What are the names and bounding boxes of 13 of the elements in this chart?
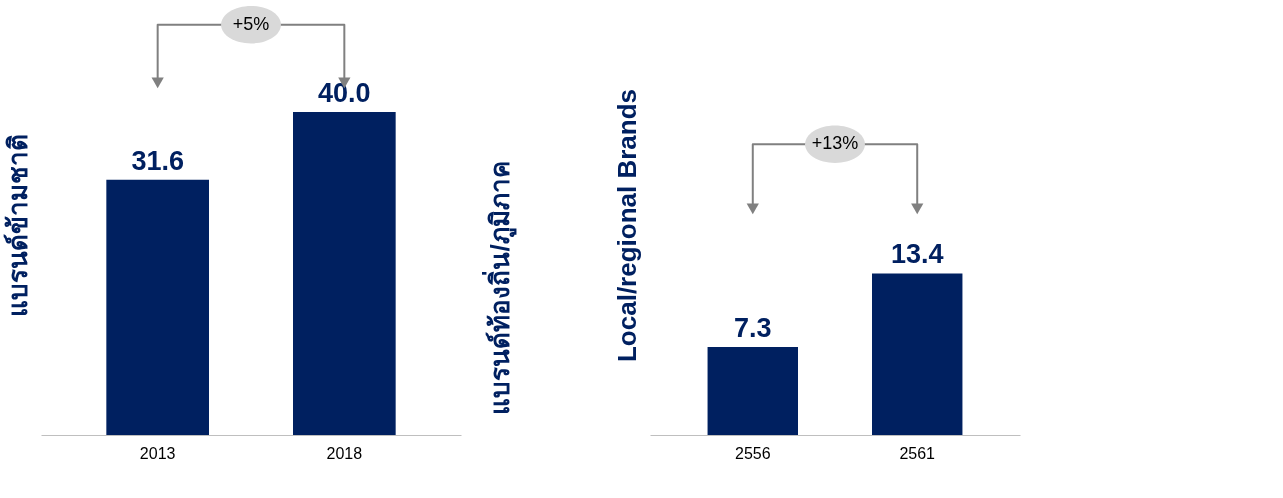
x-tick-label: 2013: [139, 444, 176, 462]
y2-axis-title: แบรนด์ท้องถิ่น/ภูมิภาค: [481, 161, 517, 415]
x-tick-label: 2556: [734, 444, 771, 462]
data-label: 13.4: [890, 239, 944, 270]
y-axis-title: แบรนด์ข้ามชาติ: [2, 134, 33, 317]
y-axis-title: Local/regional Brands: [611, 88, 642, 363]
data-label: 7.3: [734, 313, 772, 343]
x-tick-label: 2561: [899, 444, 936, 462]
text: +13%: [811, 133, 859, 154]
data-label: 31.6: [131, 145, 184, 176]
text: +5%: [232, 13, 270, 34]
x-tick-label: 2018: [326, 444, 363, 462]
data-label: 40.0: [318, 77, 371, 108]
